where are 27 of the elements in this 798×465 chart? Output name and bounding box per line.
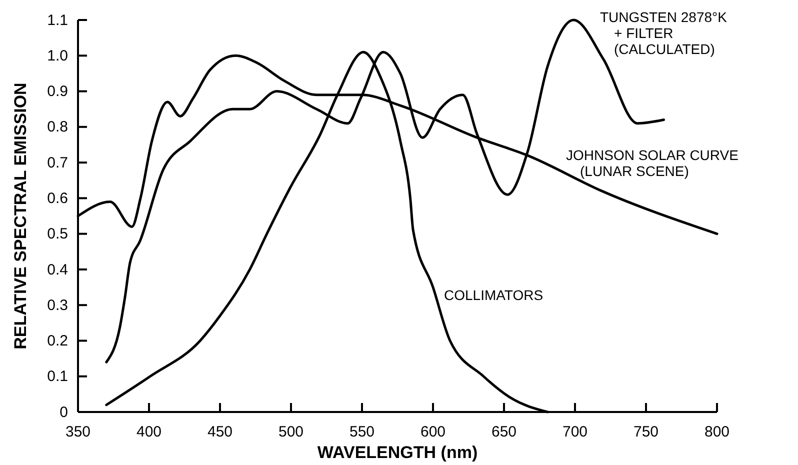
x-tick-label: 450 (207, 424, 233, 441)
y-tick-label: 1.1 (47, 12, 68, 29)
y-tick-label: 0.7 (47, 154, 68, 172)
y-tick-label: 0 (60, 404, 68, 421)
x-tick-label: 650 (491, 424, 517, 441)
y-tick-label: 0.5 (47, 226, 68, 243)
x-tick-label: 600 (420, 424, 446, 441)
x-tick-label: 500 (278, 424, 304, 441)
x-tick-label: 400 (136, 424, 162, 441)
y-tick-label: 0.4 (47, 261, 68, 278)
y-tick-label: 0.8 (47, 118, 68, 136)
series-label: COLLIMATORS (444, 287, 544, 303)
y-tick-label: 1.0 (47, 47, 68, 64)
y-tick-label: 0.2 (47, 332, 68, 350)
series-label: TUNGSTEN 2878°K + FILTER (CALCULATED) (600, 9, 728, 57)
x-tick-label: 700 (562, 424, 588, 441)
x-axis-title: WAVELENGTH (nm) (317, 443, 478, 462)
x-tick-label: 350 (65, 424, 91, 441)
y-tick-label: 0.1 (47, 368, 68, 386)
series-label: JOHNSON SOLAR CURVE (LUNAR SCENE) (566, 147, 738, 179)
y-axis-title: RELATIVE SPECTRAL EMISSION (11, 82, 30, 350)
x-tick-label: 800 (704, 424, 730, 441)
x-tick-label: 550 (349, 424, 375, 441)
x-tick-label: 750 (633, 424, 659, 441)
y-tick-label: 0.6 (47, 190, 68, 207)
y-tick-label: 0.9 (47, 83, 68, 100)
y-tick-label: 0.3 (47, 296, 68, 314)
